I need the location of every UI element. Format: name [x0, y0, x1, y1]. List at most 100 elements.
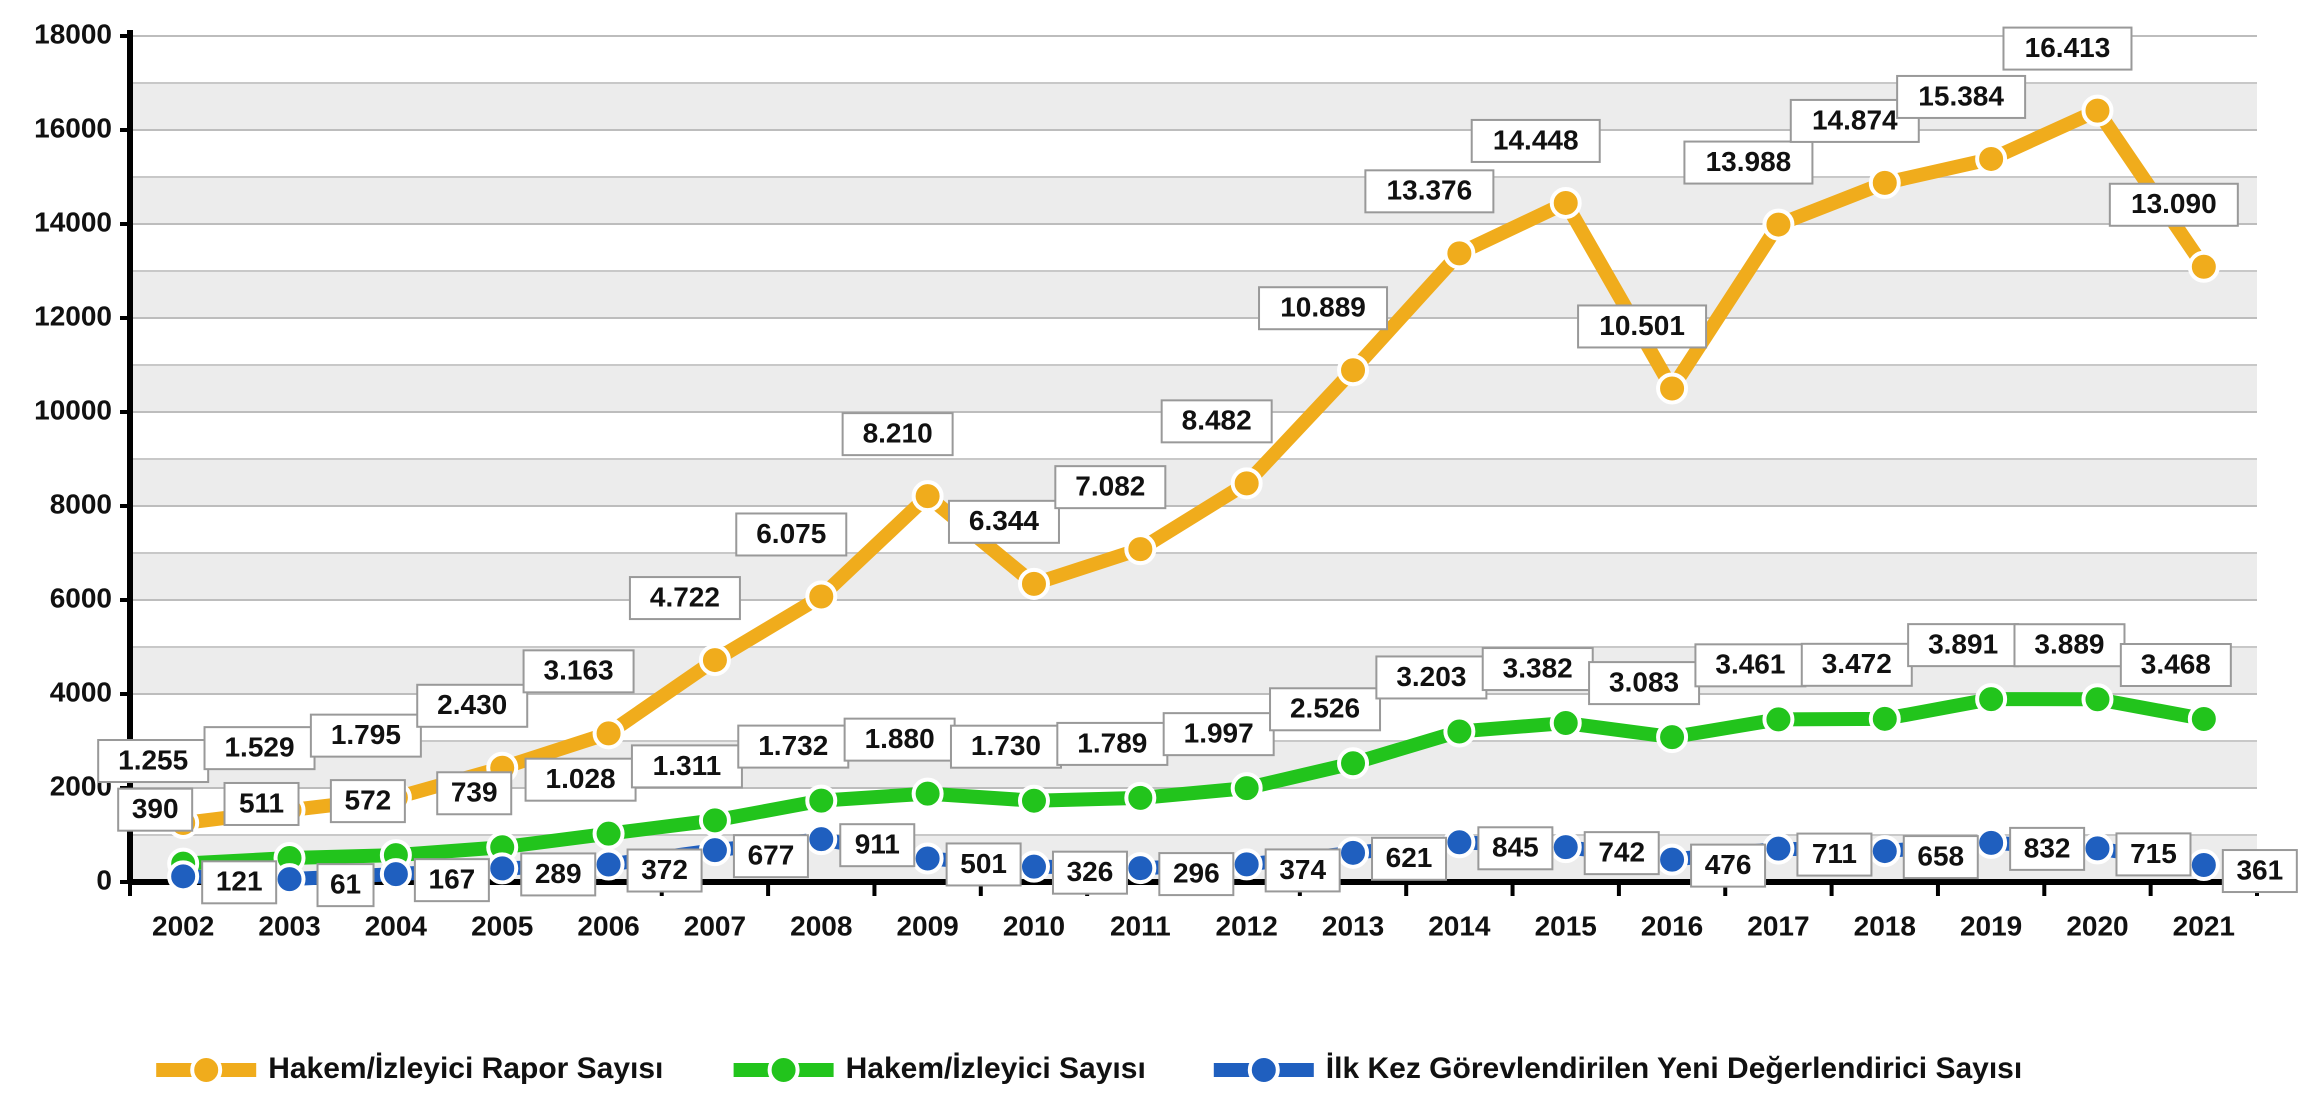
grid-band [130, 459, 2257, 506]
data-label: 1.732 [758, 730, 828, 761]
data-label-box [2108, 182, 2239, 227]
data-label-box [2221, 849, 2298, 894]
data-label: 1.880 [865, 723, 935, 754]
data-label: 715 [2130, 838, 2177, 869]
data-label-box [1158, 852, 1235, 897]
x-tick-label: 2005 [471, 910, 533, 941]
data-point [592, 848, 625, 881]
data-label-box [1796, 832, 1873, 877]
data-label: 1.311 [653, 750, 722, 781]
data-label: 289 [535, 858, 582, 889]
data-point [1230, 772, 1263, 805]
data-label: 476 [1705, 849, 1752, 880]
data-point [1124, 852, 1157, 885]
data-point [2081, 94, 2114, 127]
x-tick-label: 2021 [2173, 910, 2235, 941]
data-point [805, 823, 838, 856]
data-point [1230, 467, 1263, 500]
y-tick-label: 6000 [50, 582, 112, 613]
data-point [1868, 835, 1901, 868]
data-point [1975, 142, 2008, 175]
data-label-box [1371, 836, 1448, 881]
x-tick-label: 2015 [1535, 910, 1597, 941]
grid-band [130, 177, 2257, 224]
data-point [1443, 826, 1476, 859]
data-label: 1.789 [1077, 727, 1147, 758]
data-point [2081, 683, 2114, 716]
data-label-box [1051, 850, 1128, 895]
series-line [182, 103, 2210, 830]
data-label-box [1054, 465, 1167, 510]
data-label-box [1800, 642, 1913, 687]
data-label-box [2002, 26, 2133, 71]
data-point [1017, 567, 1050, 600]
data-label: 372 [641, 854, 688, 885]
data-point [379, 858, 412, 891]
x-tick-label: 2019 [1960, 910, 2022, 941]
data-point [911, 480, 944, 513]
data-label: 677 [748, 840, 795, 871]
data-point [1975, 826, 2008, 859]
data-label: 10.889 [1280, 292, 1366, 323]
data-label: 3.891 [1928, 629, 1998, 660]
data-label: 6.344 [969, 505, 1039, 536]
x-tick-label: 2006 [577, 910, 639, 941]
data-point [1017, 850, 1050, 883]
data-label-box [843, 717, 956, 762]
data-point [1868, 702, 1901, 735]
grid-band [130, 271, 2257, 318]
x-tick-label: 2003 [258, 910, 320, 941]
data-label-box [1481, 647, 1594, 692]
data-point [2187, 849, 2220, 882]
data-point [167, 860, 200, 893]
data-label: 14.448 [1493, 124, 1579, 155]
y-tick-label: 12000 [34, 300, 112, 331]
data-label-box [1375, 655, 1488, 700]
data-label: 13.376 [1387, 175, 1473, 206]
data-label: 15.384 [1918, 80, 2004, 111]
x-tick-label: 2017 [1747, 910, 1809, 941]
data-label: 711 [1812, 838, 1857, 869]
data-label-box [1470, 118, 1601, 163]
data-label: 742 [1598, 837, 1645, 868]
data-point [1017, 784, 1050, 817]
data-label-box [522, 649, 635, 694]
data-point [1656, 843, 1689, 876]
data-label-box [732, 834, 809, 879]
x-tick-label: 2011 [1110, 910, 1171, 941]
data-label-box [630, 744, 743, 789]
data-label: 2.430 [437, 689, 507, 720]
data-label-box [436, 771, 513, 816]
data-label-box [316, 863, 375, 908]
data-point [1975, 683, 2008, 716]
x-tick-label: 2020 [2066, 910, 2128, 941]
data-label: 501 [960, 848, 1007, 879]
data-label-box [1902, 835, 1979, 880]
x-tick-label: 2009 [896, 910, 958, 941]
data-label: 2.526 [1290, 693, 1360, 724]
data-label: 4.722 [650, 581, 720, 612]
data-label-box [1896, 74, 2027, 119]
data-label-box [1477, 826, 1554, 871]
data-label: 3.889 [2034, 629, 2104, 660]
data-point [1443, 237, 1476, 270]
data-label: 374 [1279, 854, 1326, 885]
data-label-box [309, 713, 422, 758]
x-tick-label: 2004 [365, 910, 428, 941]
data-label: 1.795 [331, 719, 401, 750]
data-label: 8.210 [863, 418, 933, 449]
data-label-box [2119, 643, 2232, 688]
data-point [486, 852, 519, 885]
data-label-box [949, 724, 1062, 769]
data-label: 16.413 [2025, 32, 2111, 63]
y-tick-label: 16000 [34, 112, 112, 143]
data-point [1549, 831, 1582, 864]
data-label: 832 [2024, 832, 2071, 863]
x-tick-label: 2008 [790, 910, 852, 941]
data-label: 6.075 [756, 518, 826, 549]
data-label-box [1160, 399, 1273, 444]
data-point [2187, 703, 2220, 736]
data-label-box [841, 412, 954, 457]
data-label: 3.461 [1715, 649, 1785, 680]
